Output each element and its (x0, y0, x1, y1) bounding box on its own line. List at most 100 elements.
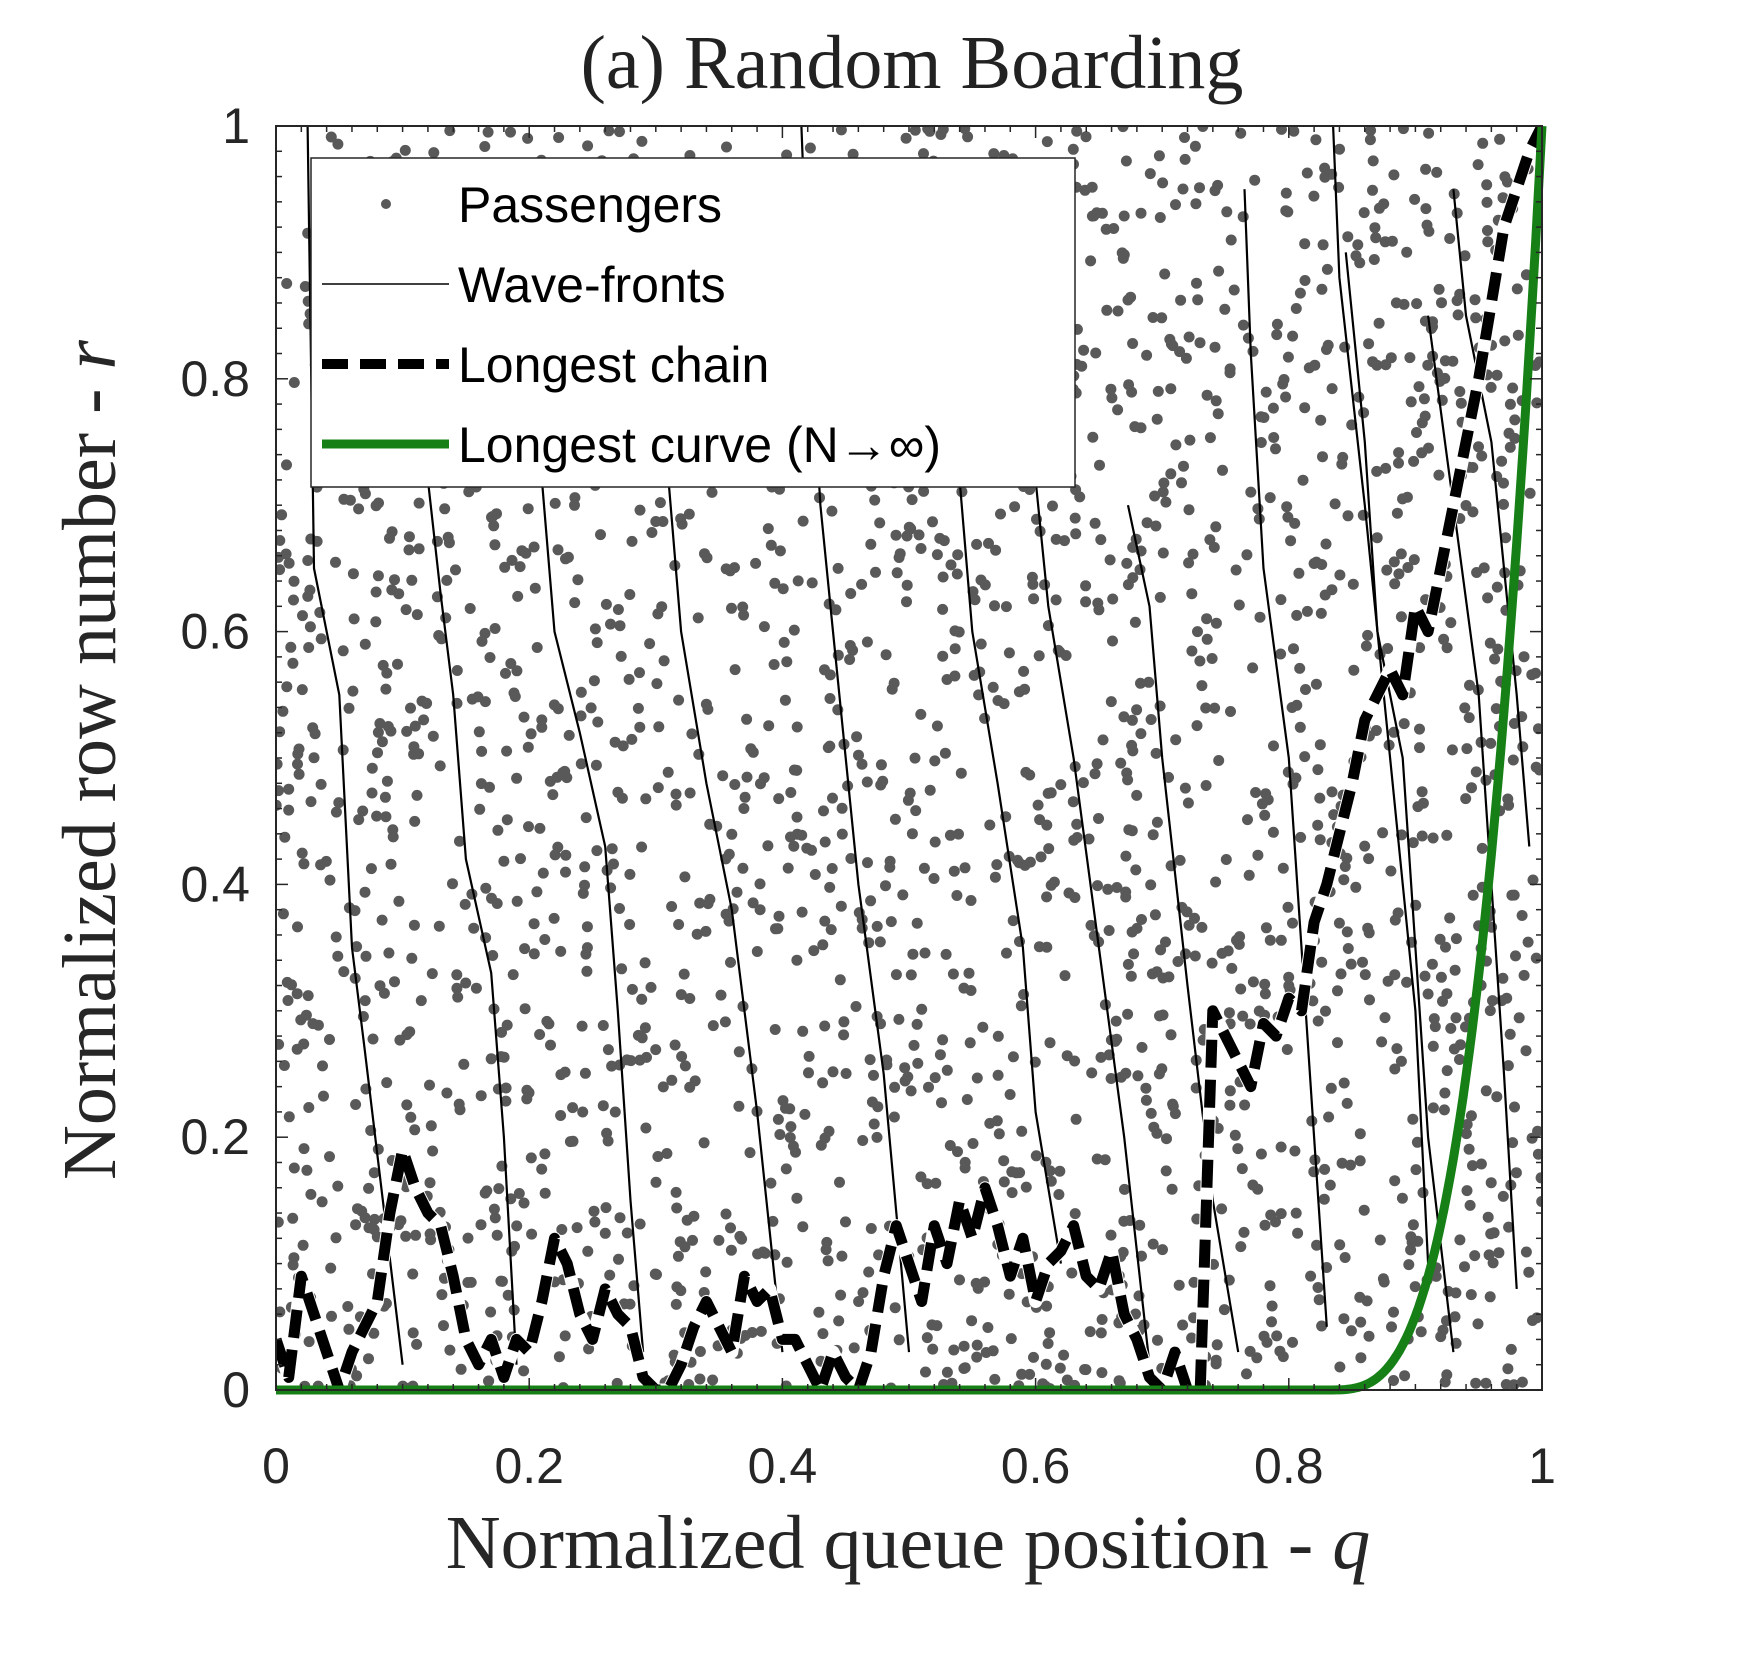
passenger-point (1445, 1022, 1457, 1034)
passenger-point (528, 948, 540, 960)
passenger-point (1408, 554, 1420, 566)
y-tick-label: 0.4 (180, 856, 250, 912)
passenger-point (520, 547, 532, 559)
passenger-point (575, 686, 587, 698)
passenger-point (1524, 487, 1536, 499)
passenger-point (350, 1099, 362, 1110)
passenger-point (1288, 126, 1300, 137)
passenger-point (729, 562, 740, 574)
passenger-point (1055, 779, 1067, 791)
passenger-point (1484, 1291, 1496, 1303)
passenger-point (1403, 1259, 1415, 1271)
passenger-point (1393, 457, 1404, 469)
passenger-point (886, 683, 898, 695)
passenger-point (791, 721, 803, 733)
passenger-point (511, 1220, 523, 1232)
passenger-point (470, 982, 482, 994)
passenger-point (1120, 850, 1132, 862)
passenger-point (485, 1306, 497, 1318)
passenger-point (281, 278, 293, 289)
passenger-point (357, 805, 369, 817)
passenger-point (1536, 1196, 1542, 1207)
passenger-point (1467, 506, 1479, 518)
passenger-point (1176, 477, 1187, 489)
passenger-point (1487, 995, 1498, 1007)
passenger-point (874, 936, 886, 948)
passenger-point (1319, 1163, 1331, 1175)
passenger-point (1118, 210, 1130, 222)
passenger-point (1328, 809, 1340, 821)
passenger-point (344, 494, 356, 506)
passenger-point (521, 1093, 533, 1105)
longest-chain (276, 126, 1542, 1390)
passenger-point (549, 497, 561, 509)
passenger-point (1266, 1300, 1278, 1312)
passenger-point (277, 705, 289, 717)
passenger-point (1120, 1067, 1132, 1079)
passenger-point (1069, 892, 1081, 903)
passenger-point (1533, 723, 1542, 735)
passenger-point (1230, 564, 1242, 576)
passenger-point (967, 1138, 979, 1149)
wave-front-line (1243, 189, 1328, 1327)
passenger-point (599, 1227, 611, 1239)
passenger-point (1188, 1276, 1200, 1288)
passenger-point (1096, 1367, 1108, 1379)
passenger-point (1516, 910, 1528, 921)
passenger-point (694, 897, 706, 909)
passenger-point (1209, 185, 1221, 197)
passenger-point (1294, 721, 1306, 733)
passenger-point (1418, 393, 1430, 405)
passenger-point (575, 758, 587, 770)
passenger-point (1291, 609, 1303, 621)
passenger-point (675, 989, 687, 1001)
passenger-point (1068, 834, 1080, 846)
passenger-point (901, 596, 912, 608)
passenger-point (769, 577, 781, 589)
passenger-point (1531, 397, 1542, 409)
passenger-point (1041, 136, 1053, 148)
passenger-point (488, 520, 500, 532)
passenger-point (1380, 462, 1392, 474)
passenger-point (1069, 1055, 1081, 1067)
passenger-point (1260, 788, 1272, 800)
passenger-point (1258, 412, 1270, 423)
passenger-point (1271, 318, 1283, 330)
passenger-point (476, 635, 488, 647)
passenger-point (1033, 650, 1045, 662)
passenger-point (891, 567, 903, 579)
passenger-point (393, 895, 405, 907)
passenger-point (1287, 330, 1299, 342)
passenger-point (491, 898, 503, 909)
passenger-point (393, 588, 405, 600)
passenger-point (1411, 1136, 1423, 1148)
passenger-point (1435, 971, 1447, 983)
passenger-point (1147, 829, 1159, 841)
passenger-point (694, 1373, 706, 1385)
passenger-point (458, 1058, 470, 1070)
passenger-point (1000, 601, 1012, 613)
passenger-point (1060, 650, 1072, 661)
passenger-point (1153, 1068, 1165, 1080)
passenger-point (1121, 557, 1133, 569)
passenger-point (906, 494, 918, 506)
passenger-point (1497, 192, 1509, 204)
passenger-point (292, 921, 303, 933)
passenger-point (1290, 303, 1302, 314)
passenger-point (276, 1216, 284, 1228)
passenger-point (948, 865, 960, 877)
passenger-point (589, 623, 601, 635)
passenger-point (559, 1330, 571, 1342)
passenger-point (1271, 1330, 1283, 1342)
passenger-point (428, 147, 440, 159)
passenger-point (403, 531, 415, 543)
passenger-point (819, 1020, 831, 1032)
passenger-point (1416, 447, 1428, 459)
passenger-point (1423, 127, 1435, 139)
passenger-point (1225, 234, 1237, 246)
passenger-point (1160, 496, 1172, 508)
passenger-point (890, 529, 902, 541)
passenger-point (452, 991, 464, 1003)
passenger-point (856, 578, 868, 590)
passenger-point (1371, 359, 1383, 371)
